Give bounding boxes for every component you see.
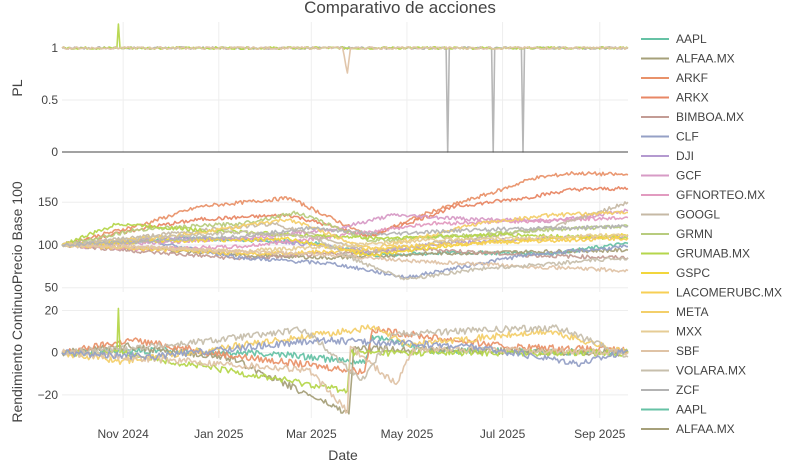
series-layer bbox=[61, 23, 629, 415]
x-axis-title: Date bbox=[328, 447, 358, 463]
x-tick-label-0: Nov 2024 bbox=[97, 427, 149, 441]
legend-item-13[interactable]: LACOMERUBC.MX bbox=[641, 286, 782, 300]
series-line-pl-sbf-2 bbox=[61, 46, 629, 74]
series-line-base100-zcf-18 bbox=[61, 224, 629, 248]
legend-item-15[interactable]: MXX bbox=[641, 325, 702, 339]
y-tick-label-pl-2: 1 bbox=[51, 41, 58, 55]
legend-label-15: MXX bbox=[676, 325, 702, 339]
legend-label-4: BIMBOA.MX bbox=[676, 110, 744, 124]
y-axis-title-pl: PL bbox=[9, 79, 25, 96]
legend-label-2: ARKF bbox=[676, 71, 708, 85]
series-line-returns-volara-mx-6 bbox=[61, 324, 629, 381]
y-tick-label-returns-2: 20 bbox=[45, 304, 59, 318]
y-axis-title-shared: Rendimiento ContinuoPrecio Base 100 bbox=[9, 181, 25, 422]
series-line-returns-arkf-2 bbox=[61, 326, 629, 375]
legend-item-0[interactable]: AAPL bbox=[641, 32, 707, 46]
series-line-returns-meta-4 bbox=[61, 324, 629, 365]
legend-label-5: CLF bbox=[676, 130, 699, 144]
legend-item-1[interactable]: ALFAA.MX bbox=[641, 52, 735, 66]
legend-label-10: GRMN bbox=[676, 227, 713, 241]
legend-item-14[interactable]: META bbox=[641, 305, 708, 319]
y-tick-label-returns-0: −20 bbox=[38, 388, 59, 402]
legend-label-11: GRUMAB.MX bbox=[676, 247, 750, 261]
y-tick-label-pl-1: 0.5 bbox=[41, 93, 58, 107]
y-tick-label-returns-1: 0 bbox=[51, 346, 58, 360]
legend-item-8[interactable]: GFNORTEO.MX bbox=[641, 188, 765, 202]
x-tick-label-1: Jan 2025 bbox=[194, 427, 244, 441]
series-line-base100-grumab-mx-11 bbox=[61, 222, 628, 247]
series-line-base100-volara-mx-17 bbox=[61, 230, 629, 281]
legend-item-7[interactable]: GCF bbox=[641, 169, 701, 183]
legend-label-16: SBF bbox=[676, 344, 699, 358]
x-tick-label-2: Mar 2025 bbox=[286, 427, 337, 441]
legend-item-3[interactable]: ARKX bbox=[641, 91, 709, 105]
legend-label-20: ALFAA.MX bbox=[676, 422, 735, 436]
legend-label-0: AAPL bbox=[676, 32, 707, 46]
series-line-returns-clf-7 bbox=[61, 336, 628, 368]
legend-item-12[interactable]: GSPC bbox=[641, 266, 710, 280]
legend-label-1: ALFAA.MX bbox=[676, 52, 735, 66]
legend-item-17[interactable]: VOLARA.MX bbox=[641, 364, 746, 378]
legend-item-6[interactable]: DJI bbox=[641, 149, 694, 163]
legend-label-6: DJI bbox=[676, 149, 694, 163]
legend-label-13: LACOMERUBC.MX bbox=[676, 286, 782, 300]
x-tick-label-4: Jul 2025 bbox=[480, 427, 526, 441]
series-line-base100-bimboa-mx-4 bbox=[61, 243, 629, 261]
y-tick-label-base100-2: 150 bbox=[38, 195, 58, 209]
x-tick-label-5: Sep 2025 bbox=[574, 427, 626, 441]
legend: AAPL ALFAA.MX ARKF ARKX BIMBOA.MX CLF DJI GCF GF… bbox=[641, 32, 782, 436]
legend-label-17: VOLARA.MX bbox=[676, 364, 746, 378]
legend-item-18[interactable]: ZCF bbox=[641, 383, 699, 397]
legend-item-19[interactable]: AAPL bbox=[641, 403, 707, 417]
legend-label-12: GSPC bbox=[676, 266, 710, 280]
chart-title: Comparativo de acciones bbox=[304, 0, 496, 17]
legend-label-19: AAPL bbox=[676, 403, 707, 417]
y-tick-label-base100-0: 50 bbox=[45, 281, 59, 295]
y-tick-label-base100-1: 100 bbox=[38, 238, 58, 252]
series-line-base100-arkf-2 bbox=[61, 171, 629, 247]
legend-label-14: META bbox=[676, 305, 708, 319]
legend-label-8: GFNORTEO.MX bbox=[676, 188, 765, 202]
legend-item-4[interactable]: BIMBOA.MX bbox=[641, 110, 744, 124]
legend-label-18: ZCF bbox=[676, 383, 699, 397]
legend-item-20[interactable]: ALFAA.MX bbox=[641, 422, 735, 436]
series-line-pl-grumab-mx-1 bbox=[61, 23, 629, 50]
legend-item-2[interactable]: ARKF bbox=[641, 71, 708, 85]
legend-item-16[interactable]: SBF bbox=[641, 344, 699, 358]
x-tick-label-3: May 2025 bbox=[381, 427, 434, 441]
legend-label-7: GCF bbox=[676, 169, 701, 183]
legend-label-9: GOOGL bbox=[676, 208, 720, 222]
legend-item-5[interactable]: CLF bbox=[641, 130, 699, 144]
y-tick-label-pl-0: 0 bbox=[51, 145, 58, 159]
legend-item-9[interactable]: GOOGL bbox=[641, 208, 720, 222]
legend-item-10[interactable]: GRMN bbox=[641, 227, 713, 241]
legend-item-11[interactable]: GRUMAB.MX bbox=[641, 247, 750, 261]
series-line-base100-sbf-16 bbox=[61, 242, 629, 273]
legend-label-3: ARKX bbox=[676, 91, 709, 105]
